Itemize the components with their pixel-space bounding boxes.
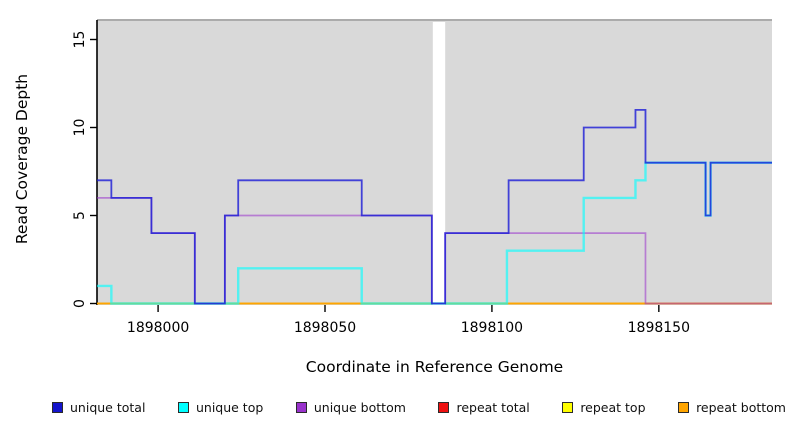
legend-item-repeat-top: repeat top xyxy=(562,399,646,415)
x-tick-label: 1898000 xyxy=(127,320,189,336)
no-data-gap xyxy=(432,22,446,305)
series-unique-total xyxy=(97,109,772,305)
legend-item-unique-total: unique total xyxy=(52,400,145,415)
legend-swatch xyxy=(52,401,63,413)
legend-item-repeat-bottom: repeat bottom xyxy=(678,400,786,415)
legend-label: repeat total xyxy=(456,399,530,415)
legend-item-unique-bottom: unique bottom xyxy=(295,399,406,415)
x-axis-title: Coordinate in Reference Genome xyxy=(305,358,564,376)
legend-swatch xyxy=(438,401,450,413)
legend-label: unique bottom xyxy=(313,399,406,415)
legend-swatch xyxy=(562,401,574,413)
coverage-plot: 0 5 10 15 1898000 1898050 1898100 1898150 xyxy=(72,19,772,336)
legend-swatch xyxy=(295,401,307,413)
legend-label: unique total xyxy=(70,399,146,415)
legend-label: repeat top xyxy=(580,399,646,415)
legend-label: repeat bottom xyxy=(696,399,786,415)
legend-item-repeat-total: repeat total xyxy=(438,399,530,415)
x-tick-label: 1898100 xyxy=(461,320,523,336)
x-tick-label: 1898050 xyxy=(294,320,356,336)
legend-label: unique top xyxy=(195,399,264,415)
legend-swatch xyxy=(177,401,189,413)
legend: unique total unique top unique bottom repea… xyxy=(52,398,786,416)
y-tick-label: 10 xyxy=(72,119,88,137)
y-tick-label: 15 xyxy=(72,31,88,49)
y-axis-title: Read Coverage Depth xyxy=(13,73,31,245)
y-tick-label: 0 xyxy=(72,299,88,308)
legend-swatch xyxy=(678,401,690,413)
x-tick-label: 1898150 xyxy=(628,320,690,336)
y-tick-label: 5 xyxy=(72,211,88,220)
legend-item-unique-top: unique top xyxy=(177,399,264,415)
